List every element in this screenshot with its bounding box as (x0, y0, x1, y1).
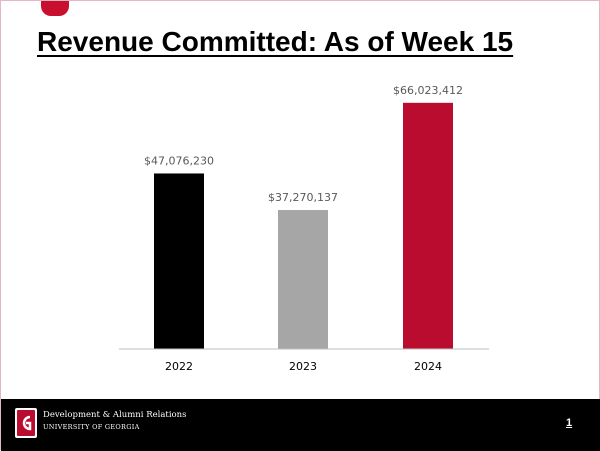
footer-bar: Development & Alumni Relations UNIVERSIT… (1, 399, 600, 451)
georgia-g-logo-icon (15, 408, 37, 438)
bar-2023 (278, 210, 328, 349)
slide-tab-decoration (41, 1, 69, 16)
org-name-line2: UNIVERSITY OF GEORGIA (43, 423, 140, 431)
data-label-2022: $47,076,230 (144, 154, 214, 167)
x-tick-label-2022: 2022 (165, 360, 193, 373)
chart-bars (154, 102, 453, 349)
x-tick-label-2024: 2024 (414, 360, 442, 373)
organization-name: Development & Alumni Relations UNIVERSIT… (43, 410, 187, 431)
org-name-line1: Development & Alumni Relations (43, 410, 187, 420)
chart-data-labels: $47,076,230 $37,270,137 $66,023,412 (144, 84, 463, 204)
bar-2024 (403, 102, 453, 349)
x-axis-tick-labels: 2022 2023 2024 (165, 360, 442, 373)
slide-title: Revenue Committed: As of Week 15 (37, 26, 514, 57)
data-label-2024: $66,023,412 (393, 84, 463, 97)
data-label-2023: $37,270,137 (268, 191, 338, 204)
x-tick-label-2023: 2023 (289, 360, 317, 373)
bar-2022 (154, 173, 204, 349)
page-number: 1 (566, 417, 573, 429)
